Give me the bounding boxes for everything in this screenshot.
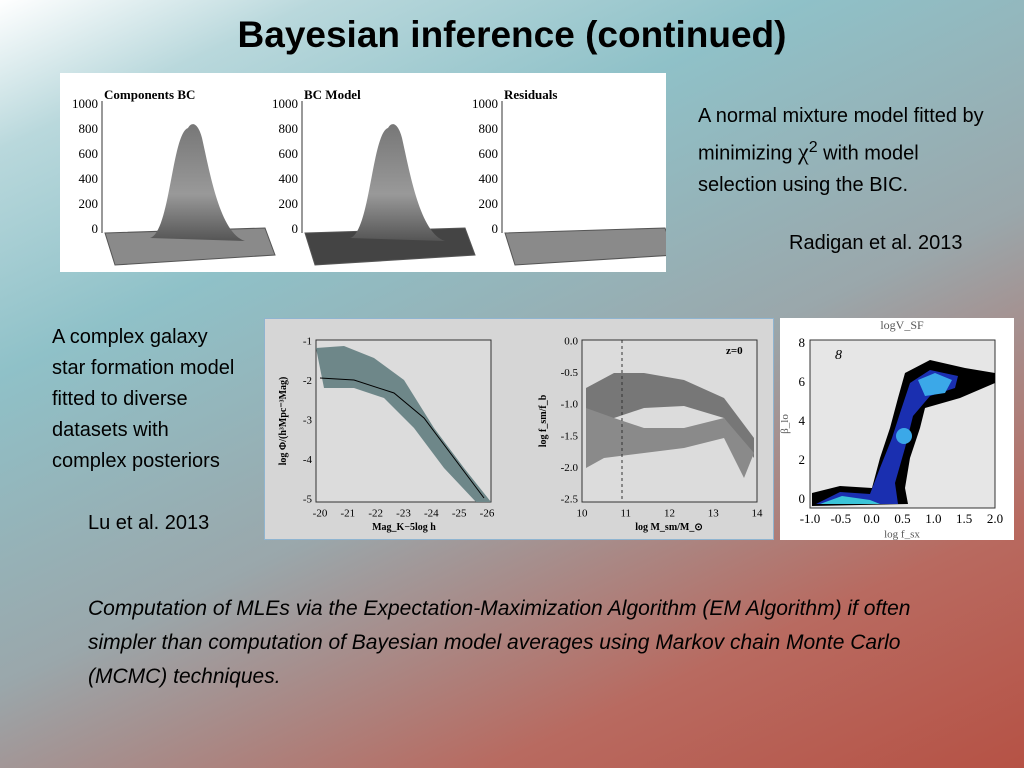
- y-tick-label: -1.0: [561, 399, 579, 411]
- summary: Computation of MLEs via the Expectation-…: [88, 597, 911, 688]
- y-tick-label: 0.0: [564, 336, 578, 348]
- x-label: log f_sx: [884, 529, 920, 540]
- text: with model selection using the BIC.: [698, 142, 919, 196]
- slide-title: Bayesian inference (continued): [237, 14, 787, 55]
- y-tick-label: 0: [799, 491, 806, 506]
- y-tick-label: -4: [303, 454, 313, 466]
- y-tick-label: 6: [799, 374, 806, 389]
- y-tick-label: -2.5: [561, 494, 579, 506]
- x-tick-label: -0.5: [831, 511, 852, 526]
- x-label: Mag_K−5log h: [372, 522, 436, 533]
- annotation: 8: [835, 348, 842, 363]
- x-tick-label: -22: [368, 508, 383, 520]
- y-tick-label: 2: [799, 452, 806, 467]
- y-tick-label: 1000: [272, 96, 298, 111]
- x-tick-label: 1.5: [956, 511, 972, 526]
- y-tick-label: 400: [79, 171, 99, 186]
- panel-title: BC Model: [304, 87, 361, 102]
- y-tick-label: 800: [79, 121, 99, 136]
- x-tick-label: -21: [340, 508, 355, 520]
- surface: [504, 227, 666, 266]
- y-tick-label: 4: [799, 413, 806, 428]
- x-tick-label: -26: [480, 508, 495, 520]
- plot-title: logV_SF: [880, 318, 924, 332]
- x-tick-label: 2.0: [987, 511, 1003, 526]
- x-tick-label: 13: [708, 508, 720, 520]
- note-galaxy: A complex galaxy star formation model fi…: [52, 326, 235, 472]
- symbol: χ: [798, 139, 809, 166]
- y-tick-label: 1000: [72, 96, 98, 111]
- y-tick-label: 800: [279, 121, 299, 136]
- x-tick-label: 0.5: [894, 511, 910, 526]
- y-tick-label: -1.5: [561, 430, 579, 442]
- y-tick-label: -0.5: [561, 367, 579, 379]
- y-tick-label: -2: [303, 375, 312, 387]
- x-tick-label: 14: [752, 508, 764, 520]
- y-tick-label: 600: [79, 146, 99, 161]
- x-tick-label: 0.0: [864, 511, 880, 526]
- citation: Lu et al. 2013: [88, 512, 210, 534]
- annotation: z=0: [726, 345, 743, 357]
- peak: [150, 124, 245, 241]
- peak: [350, 124, 445, 241]
- x-tick-label: 11: [620, 508, 631, 520]
- citation: Radigan et al. 2013: [789, 232, 963, 254]
- y-tick-label: 600: [479, 146, 499, 161]
- x-tick-label: -23: [396, 508, 411, 520]
- x-tick-label: -25: [452, 508, 467, 520]
- y-tick-label: -2.0: [561, 462, 579, 474]
- figure-galaxy: -1 -2 -3 -4 -5-20 -21 -22 -23 -24 -25 -26 Mag_K−5lo…: [264, 318, 774, 540]
- x-tick-label: 1.0: [925, 511, 941, 526]
- x-label: log M_sm/M_⊙: [635, 522, 703, 533]
- y-tick-label: -3: [303, 415, 313, 427]
- y-tick-label: 600: [279, 146, 299, 161]
- figure-posterior: logV_SF 8 0 2 4 6 8 -1.0 -0.5 0.0 0.5 1.0 1.5 2.0 log …: [780, 318, 1014, 540]
- y-tick-label: 0: [492, 221, 499, 236]
- x-tick-label: 12: [664, 508, 675, 520]
- y-tick-label: 200: [279, 196, 299, 211]
- superscript: 2: [808, 139, 818, 156]
- panel-title: Components BC: [104, 87, 195, 102]
- x-tick-label: 10: [577, 508, 589, 520]
- panel-title: Residuals: [504, 87, 557, 102]
- y-tick-label: 400: [479, 171, 499, 186]
- x-tick-label: -1.0: [800, 511, 821, 526]
- y-tick-label: -1: [303, 336, 312, 348]
- text: A normal mixture model fitted by minimiz…: [698, 105, 984, 165]
- y-tick-label: 1000: [472, 96, 498, 111]
- figure-mixture: 1000 800 600 400 200 0 Components BC 1000 800 600…: [60, 73, 666, 272]
- y-tick-label: -5: [303, 494, 313, 506]
- y-label: log Φ/(h³Mpc⁻³Mag): [278, 377, 289, 466]
- y-tick-label: 0: [292, 221, 299, 236]
- note-mixture: A normal mixture model fitted by minimiz…: [698, 101, 988, 201]
- y-tick-label: 400: [279, 171, 299, 186]
- y-tick-label: 800: [479, 121, 499, 136]
- y-label: log f_sm/f_b: [538, 394, 549, 447]
- x-tick-label: -24: [424, 508, 439, 520]
- y-tick-label: 200: [79, 196, 99, 211]
- y-tick-label: 0: [92, 221, 99, 236]
- x-tick-label: -20: [313, 508, 328, 520]
- y-label: β_lo: [780, 414, 791, 434]
- y-tick-label: 8: [799, 335, 806, 350]
- y-tick-label: 200: [479, 196, 499, 211]
